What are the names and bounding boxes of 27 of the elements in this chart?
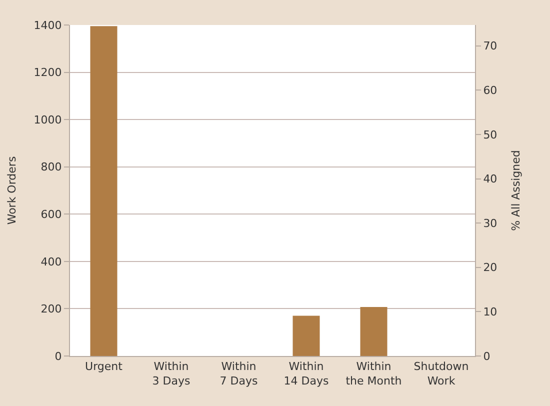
y2-tick-label: 0 [483, 350, 490, 363]
x-tick-label: Within the Month [346, 360, 402, 388]
y-tick-label: 600 [40, 208, 62, 221]
y2-axis-title: % All Assigned [509, 150, 522, 231]
y2-tick-label: 60 [483, 84, 498, 97]
y-tick-label: 400 [40, 255, 62, 268]
y-tick-label: 200 [40, 302, 62, 316]
x-tick-label: Urgent [85, 360, 124, 374]
bar [292, 316, 320, 356]
y-axis-title: Work Orders [5, 156, 18, 225]
y-tick-label: 1400 [34, 18, 62, 32]
y2-tick-label: 50 [483, 128, 498, 142]
y2-tick-label: 70 [483, 40, 498, 53]
y2-tick-label: 40 [483, 172, 498, 186]
y2-tick-label: 10 [483, 306, 498, 319]
x-tick-label: Shutdown Work [414, 360, 469, 388]
y-tick-label: 800 [40, 160, 62, 174]
bar [90, 26, 118, 356]
x-tick-label: Within 3 Days [152, 360, 190, 388]
x-tick-label: Within 14 Days [284, 360, 329, 388]
x-tick-label: Within 7 Days [220, 360, 258, 388]
y2-tick-label: 20 [483, 261, 498, 274]
y-tick-label: 1200 [34, 66, 62, 80]
bar [360, 307, 388, 356]
y2-tick-label: 30 [483, 216, 498, 230]
y-tick-label: 1000 [34, 113, 62, 126]
y-tick-label: 0 [54, 350, 62, 363]
